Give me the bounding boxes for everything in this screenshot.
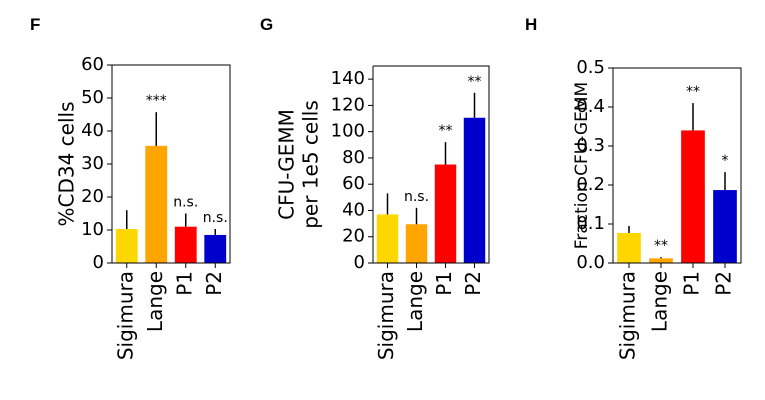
bar xyxy=(463,117,486,263)
significance-label: *** xyxy=(146,93,167,109)
significance-label: ** xyxy=(439,123,453,139)
y-tick-label: 0.5 xyxy=(576,57,605,78)
x-tick-label: Sigimura xyxy=(616,271,640,360)
y-tick-label: 60 xyxy=(81,54,104,75)
panel-label: G xyxy=(260,15,273,34)
panel-label: F xyxy=(30,15,40,34)
significance-label: ** xyxy=(654,238,668,254)
x-tick-label: P1 xyxy=(172,271,196,296)
y-axis-label: Fraction CFU-GEMM xyxy=(572,82,592,249)
y-tick-label: 60 xyxy=(342,173,365,194)
bar xyxy=(434,164,457,263)
axes-frame xyxy=(612,67,742,264)
x-tick-label: P2 xyxy=(712,271,736,296)
y-tick-label: 20 xyxy=(342,226,365,247)
significance-label: * xyxy=(722,153,729,169)
y-tick-label: 0.0 xyxy=(576,252,605,273)
y-tick-label: 0 xyxy=(354,252,365,273)
y-axis-label: per 1e5 cells xyxy=(299,100,323,229)
bar xyxy=(713,190,737,263)
y-tick-label: 0.2 xyxy=(576,174,605,195)
x-tick-label: Sigimura xyxy=(113,271,137,360)
y-tick-label: 30 xyxy=(81,153,104,174)
significance-label: n.s. xyxy=(404,189,429,205)
x-tick-label: Lange xyxy=(143,271,167,332)
y-tick-label: 120 xyxy=(331,94,365,115)
axes-frame xyxy=(111,64,231,264)
bar xyxy=(376,214,399,263)
x-tick-label: P1 xyxy=(680,271,704,296)
bar xyxy=(649,258,673,263)
y-tick-label: 140 xyxy=(331,68,365,89)
y-tick-label: 40 xyxy=(81,120,104,141)
significance-label: n.s. xyxy=(173,195,198,211)
x-tick-label: Sigimura xyxy=(374,271,398,360)
panel-label: H xyxy=(525,15,537,34)
y-axis-label: CFU-GEMM xyxy=(275,109,299,220)
y-tick-label: 0.3 xyxy=(576,135,605,156)
bar xyxy=(145,145,168,263)
y-tick-label: 100 xyxy=(331,121,365,142)
y-tick-label: 40 xyxy=(342,199,365,220)
significance-label: ** xyxy=(686,84,700,100)
axes-frame xyxy=(372,65,490,264)
y-tick-label: 20 xyxy=(81,186,104,207)
y-tick-label: 80 xyxy=(342,147,365,168)
x-tick-label: Lange xyxy=(403,271,427,332)
x-tick-label: P1 xyxy=(432,271,456,296)
significance-label: n.s. xyxy=(203,210,228,226)
bar xyxy=(204,234,227,263)
bar xyxy=(405,224,428,263)
y-tick-label: 0.1 xyxy=(576,213,605,234)
x-tick-label: Lange xyxy=(648,271,672,332)
bar xyxy=(681,130,705,263)
y-tick-label: 10 xyxy=(81,219,104,240)
x-tick-label: P2 xyxy=(461,271,485,296)
significance-label: ** xyxy=(468,74,482,90)
y-axis-label: %CD34 cells xyxy=(55,101,79,226)
bar xyxy=(617,232,641,263)
bar xyxy=(115,229,138,263)
bar xyxy=(174,226,197,263)
x-tick-label: P2 xyxy=(202,271,226,296)
y-tick-label: 0 xyxy=(93,252,104,273)
y-tick-label: 0.4 xyxy=(576,96,605,117)
y-tick-label: 50 xyxy=(81,87,104,108)
